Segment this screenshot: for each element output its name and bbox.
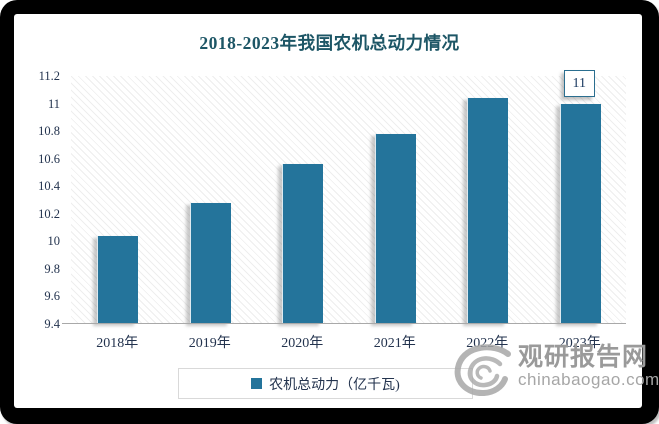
watermark: 观研报告网 chinabaogao.com — [450, 344, 659, 398]
y-tick-label: 10.2 — [38, 206, 60, 221]
watermark-name: 观研报告网 — [518, 343, 649, 371]
bar-2020年 — [282, 164, 324, 324]
bar-2022年 — [467, 98, 509, 324]
watermark-text: 观研报告网 chinabaogao.com — [518, 344, 659, 389]
spiral-logo-icon — [454, 344, 511, 397]
x-axis-label: 2018年 — [96, 336, 139, 351]
bar-2019年 — [189, 202, 231, 324]
bar-2023年 — [559, 103, 601, 324]
y-tick-label: 9.6 — [44, 289, 60, 304]
plot-area — [71, 76, 626, 324]
legend: 农机总动力（亿千瓦) — [178, 368, 473, 399]
bar-2021年 — [374, 133, 416, 324]
chart-panel — [14, 14, 642, 408]
legend-swatch-icon — [251, 378, 263, 389]
y-tick-label: 10.4 — [38, 179, 60, 194]
x-axis-label: 2021年 — [373, 336, 416, 351]
data-label-2023年: 11 — [563, 69, 595, 97]
chart-title: 2018-2023年我国农机总动力情况 — [199, 33, 460, 53]
x-axis-label: 2023年 — [558, 336, 601, 351]
legend-label: 农机总动力（亿千瓦) — [269, 377, 400, 393]
y-tick-label: 10.6 — [38, 151, 60, 166]
y-tick-label: 10 — [47, 234, 61, 249]
y-tick-label: 9.8 — [44, 261, 60, 276]
x-axis-label: 2019年 — [188, 336, 231, 351]
y-tick-label: 9.4 — [44, 317, 60, 331]
watermark-domain: chinabaogao.com — [518, 370, 659, 389]
y-tick-label: 11 — [47, 96, 60, 111]
x-axis-line — [62, 323, 626, 324]
x-axis-label: 2020年 — [281, 336, 324, 351]
y-tick-label: 10.8 — [38, 124, 60, 139]
bar-2018年 — [97, 235, 139, 324]
y-tick-label: 11.2 — [38, 69, 60, 83]
